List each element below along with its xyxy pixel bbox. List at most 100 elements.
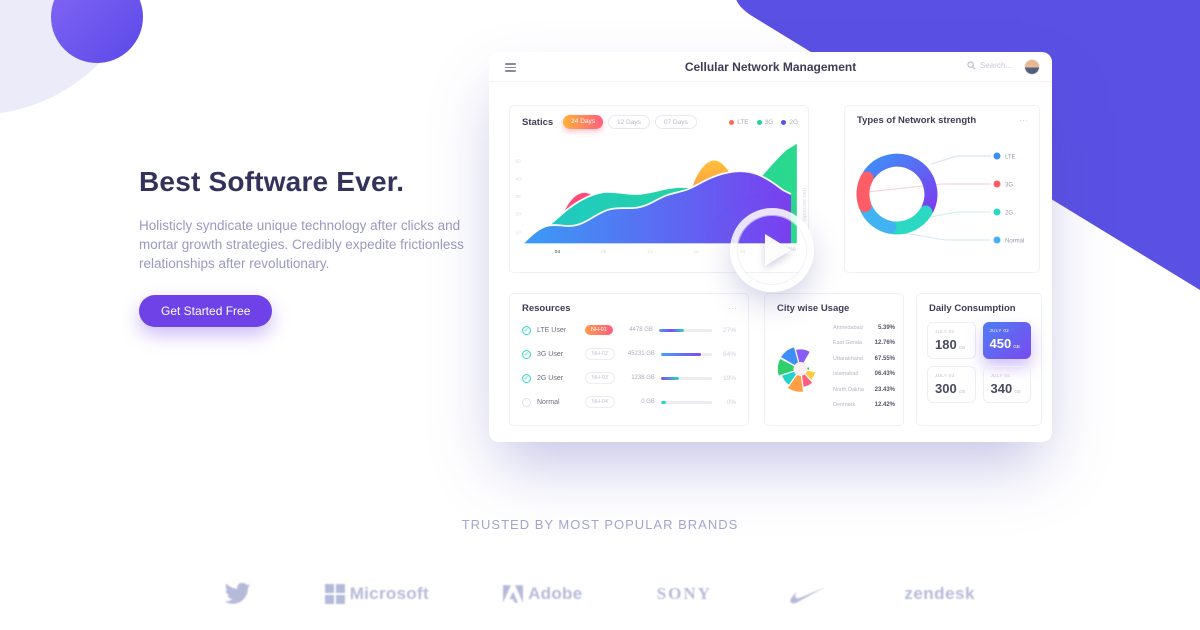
brand-label: SONY bbox=[656, 584, 712, 603]
hamburger-menu-icon[interactable] bbox=[505, 63, 516, 74]
city-value: 06.43% bbox=[874, 371, 895, 378]
checkbox-checked[interactable]: ✓ bbox=[522, 373, 531, 383]
resource-percent: 0% bbox=[726, 398, 736, 406]
svg-text:30: 30 bbox=[515, 194, 521, 200]
daily-tile[interactable]: JULY 03 300 GB bbox=[927, 366, 976, 403]
search-icon bbox=[967, 61, 976, 70]
tile-date: JULY 01 bbox=[935, 329, 955, 334]
brand-label: Microsoft bbox=[349, 584, 429, 603]
donut-segment-normal bbox=[860, 202, 897, 234]
progress-bar bbox=[660, 400, 712, 404]
svg-text:10: 10 bbox=[515, 229, 521, 235]
brands-row: Microsoft Adobe SONY zendesk bbox=[225, 583, 975, 605]
tile-value: 340 bbox=[990, 381, 1013, 396]
brand-adobe: Adobe bbox=[503, 584, 582, 604]
city-name: Denmark bbox=[833, 402, 856, 409]
filter-12-days[interactable]: 12 Days bbox=[608, 115, 650, 129]
more-menu-icon[interactable]: ⋯ bbox=[728, 303, 738, 313]
resource-row-2g: ✓ 2G User NH-03 1238 GB 19% bbox=[510, 366, 748, 390]
svg-text:04: 04 bbox=[555, 249, 561, 255]
resource-tag[interactable]: NH-04 bbox=[585, 396, 615, 408]
donut-segment-3g bbox=[856, 171, 874, 213]
tile-value: 180 bbox=[935, 337, 957, 352]
network-title: Types of Network strength bbox=[857, 115, 977, 126]
search-box[interactable]: Search... bbox=[967, 61, 1012, 70]
donut-chart: LTE 3G 2G Normal bbox=[856, 152, 1024, 245]
tile-date: JULY 02 bbox=[989, 328, 1010, 333]
brand-nike bbox=[786, 584, 830, 604]
hero-description: Holisticly syndicate unique technology a… bbox=[139, 218, 464, 271]
tile-value: 300 bbox=[935, 381, 957, 396]
resource-amount: 4478 GB bbox=[629, 327, 653, 333]
city-value: 67.55% bbox=[874, 355, 895, 362]
network-strength-panel: Types of Network strength ⋯ LTE bbox=[844, 105, 1040, 273]
resource-label: Normal bbox=[537, 398, 560, 406]
dashboard-card: Cellular Network Management Search... St… bbox=[489, 52, 1052, 442]
progress-bar bbox=[660, 376, 712, 380]
get-started-button[interactable]: Get Started Free bbox=[139, 295, 273, 327]
resource-percent: 27% bbox=[722, 326, 736, 334]
resource-amount: 45231 GB bbox=[627, 351, 655, 357]
city-name: Islamabad bbox=[833, 371, 859, 378]
city-value: 12.76% bbox=[874, 340, 895, 347]
area-chart: 50 40 30 20 10 04 08 12 16 20 bbox=[510, 133, 808, 261]
dashboard-title: Cellular Network Management bbox=[684, 59, 857, 74]
legend-label-3g: 3G bbox=[764, 118, 774, 126]
area-chart-svg: 50 40 30 20 10 04 08 12 16 20 bbox=[515, 142, 798, 255]
city-value: 23.43% bbox=[874, 386, 895, 393]
nike-swoosh-icon bbox=[790, 586, 826, 604]
city-name: North Dakha bbox=[833, 386, 864, 393]
tile-unit: GB bbox=[1013, 344, 1020, 349]
lte-dot-icon bbox=[729, 119, 735, 125]
resource-label: LTE User bbox=[537, 326, 567, 334]
resource-row-normal: Normal NH-04 0 GB 0% bbox=[510, 390, 748, 414]
play-button[interactable] bbox=[730, 208, 814, 292]
filter-07-days[interactable]: 07 Days bbox=[654, 115, 697, 129]
resource-amount: 0 GB bbox=[641, 399, 655, 405]
brand-microsoft: Microsoft bbox=[325, 584, 429, 604]
adobe-logo-icon bbox=[503, 585, 524, 603]
resource-tag[interactable]: NH-03 bbox=[585, 372, 615, 384]
resource-label: 2G User bbox=[537, 374, 564, 382]
series-2g-blue bbox=[523, 171, 791, 244]
tile-unit: GB bbox=[958, 345, 966, 350]
daily-tile-active[interactable]: JULY 02 450 GB bbox=[982, 322, 1031, 359]
resource-tag[interactable]: NH-02 bbox=[585, 348, 615, 360]
daily-tile[interactable]: JULY 01 180 GB bbox=[927, 322, 976, 359]
daily-title: Daily Consumption bbox=[929, 303, 1016, 314]
svg-text:12: 12 bbox=[647, 249, 653, 255]
checkbox-checked[interactable]: ✓ bbox=[522, 349, 531, 359]
progress-bar bbox=[658, 328, 712, 332]
daily-tile[interactable]: JULY 04 340 GB bbox=[982, 366, 1031, 403]
city-value: 12.42% bbox=[874, 402, 895, 409]
progress-bar bbox=[660, 352, 712, 356]
search-placeholder: Search... bbox=[979, 61, 1012, 70]
donut-segment-lte bbox=[862, 153, 938, 215]
play-icon bbox=[765, 234, 791, 266]
resource-tag[interactable]: NH-01 bbox=[585, 325, 613, 335]
checkbox-checked[interactable]: ✓ bbox=[522, 325, 531, 335]
checkbox-unchecked[interactable] bbox=[522, 397, 531, 407]
legend-label-lte: LTE bbox=[737, 118, 749, 126]
avatar[interactable] bbox=[1024, 59, 1040, 75]
resources-title: Resources bbox=[522, 303, 571, 314]
svg-text:2G: 2G bbox=[1005, 211, 1013, 217]
brand-sony: SONY bbox=[657, 584, 712, 604]
resources-panel: Resources ⋯ ✓ LTE User NH-01 4478 GB 27%… bbox=[509, 293, 749, 426]
city-name: East Gonda bbox=[833, 340, 863, 347]
brand-twitter bbox=[225, 583, 251, 605]
svg-text:40: 40 bbox=[515, 176, 521, 182]
statics-title: Statics bbox=[522, 116, 554, 128]
daily-consumption-panel: Daily Consumption JULY 01 180 GB JULY 02 … bbox=[916, 293, 1042, 426]
filter-24-days[interactable]: 24 Days bbox=[563, 115, 604, 129]
y-axis-label: (per seconds) bbox=[801, 188, 807, 222]
more-menu-icon[interactable]: ⋯ bbox=[1019, 115, 1029, 125]
svg-text:LTE: LTE bbox=[1005, 155, 1016, 161]
tile-date: JULY 04 bbox=[990, 373, 1011, 378]
rose-chart bbox=[776, 345, 817, 393]
resource-row-lte: ✓ LTE User NH-01 4478 GB 27% bbox=[510, 318, 748, 342]
statics-legend: LTE 3G 2G bbox=[729, 119, 798, 126]
svg-text:3G: 3G bbox=[1005, 183, 1013, 189]
svg-text:Normal: Normal bbox=[1005, 239, 1024, 245]
